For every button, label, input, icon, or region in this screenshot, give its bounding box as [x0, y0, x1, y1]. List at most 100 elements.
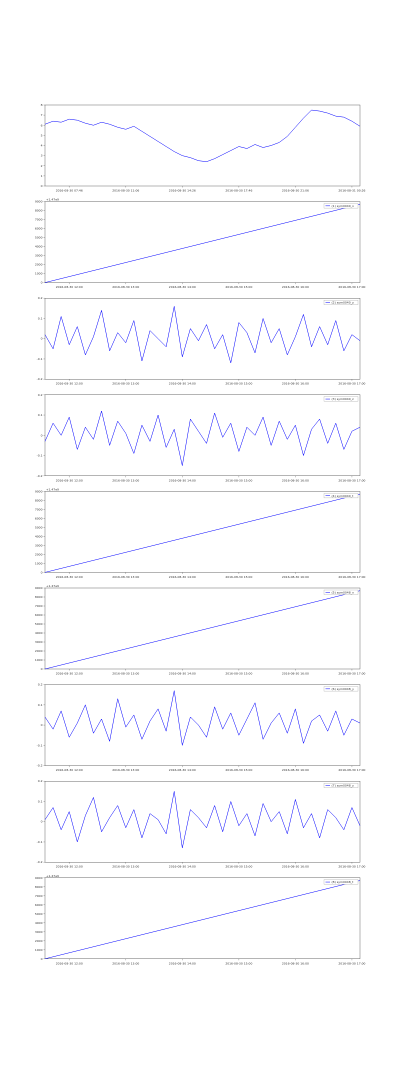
- series-line: [44, 493, 361, 573]
- x-tick-label: 2016-08-30 14:26: [169, 189, 196, 193]
- x-tick-label: 2016-08-30 13:00: [112, 285, 139, 289]
- x-tick-label: 2016-08-30 14:00: [169, 961, 196, 965]
- x-tick-label: 2016-08-30 11:06: [112, 189, 139, 193]
- plot-frame: [44, 104, 361, 187]
- legend-box: [323, 686, 359, 692]
- y-tick-label: 9000: [35, 876, 43, 880]
- offset-label: +1.47e9: [46, 198, 59, 202]
- y-tick-label: 0: [41, 337, 43, 341]
- y-tick-label: 1000: [35, 272, 43, 276]
- y-tick-label: 0: [41, 570, 43, 574]
- x-tick-label: 2016-08-30 16:00: [282, 285, 309, 289]
- y-tick-label: 5: [41, 133, 43, 137]
- y-tick-label: -0.1: [37, 743, 43, 747]
- plot-frame: [44, 201, 361, 283]
- x-tick-label: 2016-08-30 15:00: [225, 285, 252, 289]
- x-tick-label: 2016-08-30 14:00: [169, 672, 196, 676]
- plot-frame: [44, 394, 361, 476]
- y-tick-label: 1000: [35, 658, 43, 662]
- x-tick-label: 2016-08-30 17:46: [225, 189, 252, 193]
- x-tick-label: 2016-08-30 16:00: [282, 672, 309, 676]
- x-tick-label: 2016-08-30 15:00: [225, 865, 252, 869]
- y-tick-label: 2000: [35, 552, 43, 556]
- y-tick-label: -0.1: [37, 840, 43, 844]
- y-tick-label: 0.1: [38, 413, 43, 417]
- series-line: [44, 791, 361, 849]
- y-tick-label: 0.2: [38, 683, 43, 687]
- y-tick-label: 0.1: [38, 316, 43, 320]
- series-line: [44, 306, 361, 364]
- legend-label: (7) sym0048_z: [332, 784, 355, 788]
- y-tick-label: 2000: [35, 649, 43, 653]
- y-tick-label: 7000: [35, 604, 43, 608]
- legend-box: [323, 493, 359, 499]
- y-tick-label: 8000: [35, 595, 43, 599]
- x-tick-label: 2016-08-30 13:00: [112, 478, 139, 482]
- subplot: -0.2 -0.1 0 0.1 0.2 2016-08-30 12:00 2016-08-3…: [37, 296, 366, 386]
- x-tick-label: 2016-08-30 16:00: [282, 382, 309, 386]
- x-tick-label: 2016-08-30 12:00: [56, 672, 83, 676]
- x-tick-label: 2016-08-30 17:00: [338, 961, 365, 965]
- y-tick-label: 5000: [35, 912, 43, 916]
- legend-box: [323, 589, 359, 595]
- x-tick-label: 2016-08-30 16:00: [282, 961, 309, 965]
- x-tick-label: 2016-08-30 16:00: [282, 478, 309, 482]
- x-tick-label: 2016-08-30 17:00: [338, 478, 365, 482]
- series-line: [44, 410, 361, 466]
- y-tick-label: 2: [41, 164, 43, 168]
- x-tick-label: 2016-08-30 15:00: [225, 672, 252, 676]
- x-tick-label: 2016-08-30 12:00: [56, 575, 83, 579]
- plot-frame: [44, 877, 361, 959]
- x-tick-label: 2016-08-30 13:00: [112, 672, 139, 676]
- y-tick-label: 1000: [35, 561, 43, 565]
- x-tick-label: 2016-08-30 17:00: [338, 768, 365, 772]
- x-tick-label: 2016-08-31 00:26: [338, 189, 365, 193]
- legend-label: (4) sym0040_t: [332, 494, 355, 498]
- x-tick-label: 2016-08-30 13:00: [112, 865, 139, 869]
- y-tick-label: -0.2: [37, 860, 43, 864]
- y-tick-label: 3000: [35, 254, 43, 258]
- y-tick-label: 7000: [35, 894, 43, 898]
- y-tick-label: 1: [41, 174, 43, 178]
- y-tick-label: 0: [41, 723, 43, 727]
- legend-box: [323, 783, 359, 788]
- legend-label: (3) sym0040_z: [332, 397, 355, 401]
- x-tick-label: 2016-08-30 15:00: [225, 575, 252, 579]
- x-tick-label: 2016-08-30 14:00: [169, 768, 196, 772]
- subplot: 0 1000 2000 3000 4000 5000 6000 7000 8000 9000 201…: [35, 584, 366, 676]
- x-tick-label: 2016-08-30 17:00: [338, 382, 365, 386]
- y-tick-label: 0.1: [38, 799, 43, 803]
- x-tick-label: 2016-08-30 14:00: [169, 865, 196, 869]
- y-tick-label: 4000: [35, 921, 43, 925]
- y-tick-label: 2000: [35, 939, 43, 943]
- y-tick-label: -0.1: [37, 357, 43, 361]
- subplot: 0 1000 2000 3000 4000 5000 6000 7000 8000 9000 201…: [35, 198, 366, 290]
- series-line: [44, 590, 361, 670]
- y-tick-label: 5000: [35, 525, 43, 529]
- legend-label: (8) sym0048_t: [332, 880, 355, 884]
- y-tick-label: 3000: [35, 543, 43, 547]
- legend-label: (6) sym0048_y: [332, 687, 355, 691]
- y-tick-label: -0.2: [37, 474, 43, 478]
- x-tick-label: 2016-08-30 14:00: [169, 575, 196, 579]
- y-tick-label: 7: [41, 113, 43, 117]
- y-tick-label: 9000: [35, 200, 43, 204]
- x-tick-label: 2016-08-30 13:00: [112, 768, 139, 772]
- subplot: 0 1 2 3 4 5 6 7 8 2016-08-30 07:46 2016-08-30 11:0…: [41, 103, 366, 193]
- y-tick-label: 4: [41, 144, 43, 148]
- y-tick-label: 5000: [35, 236, 43, 240]
- y-tick-label: 6000: [35, 227, 43, 231]
- y-tick-label: 4000: [35, 534, 43, 538]
- x-tick-label: 2016-08-30 17:00: [338, 285, 365, 289]
- x-tick-label: 2016-08-30 13:00: [112, 961, 139, 965]
- x-tick-label: 2016-08-30 12:00: [56, 865, 83, 869]
- y-tick-label: -0.1: [37, 454, 43, 458]
- offset-label: +1.47e9: [46, 584, 59, 588]
- legend-box: [323, 396, 359, 402]
- y-tick-label: 2000: [35, 263, 43, 267]
- y-tick-label: 0: [41, 281, 43, 285]
- legend-box: [323, 203, 359, 209]
- y-tick-label: 6000: [35, 613, 43, 617]
- y-tick-label: 3000: [35, 640, 43, 644]
- y-tick-label: 0: [41, 667, 43, 671]
